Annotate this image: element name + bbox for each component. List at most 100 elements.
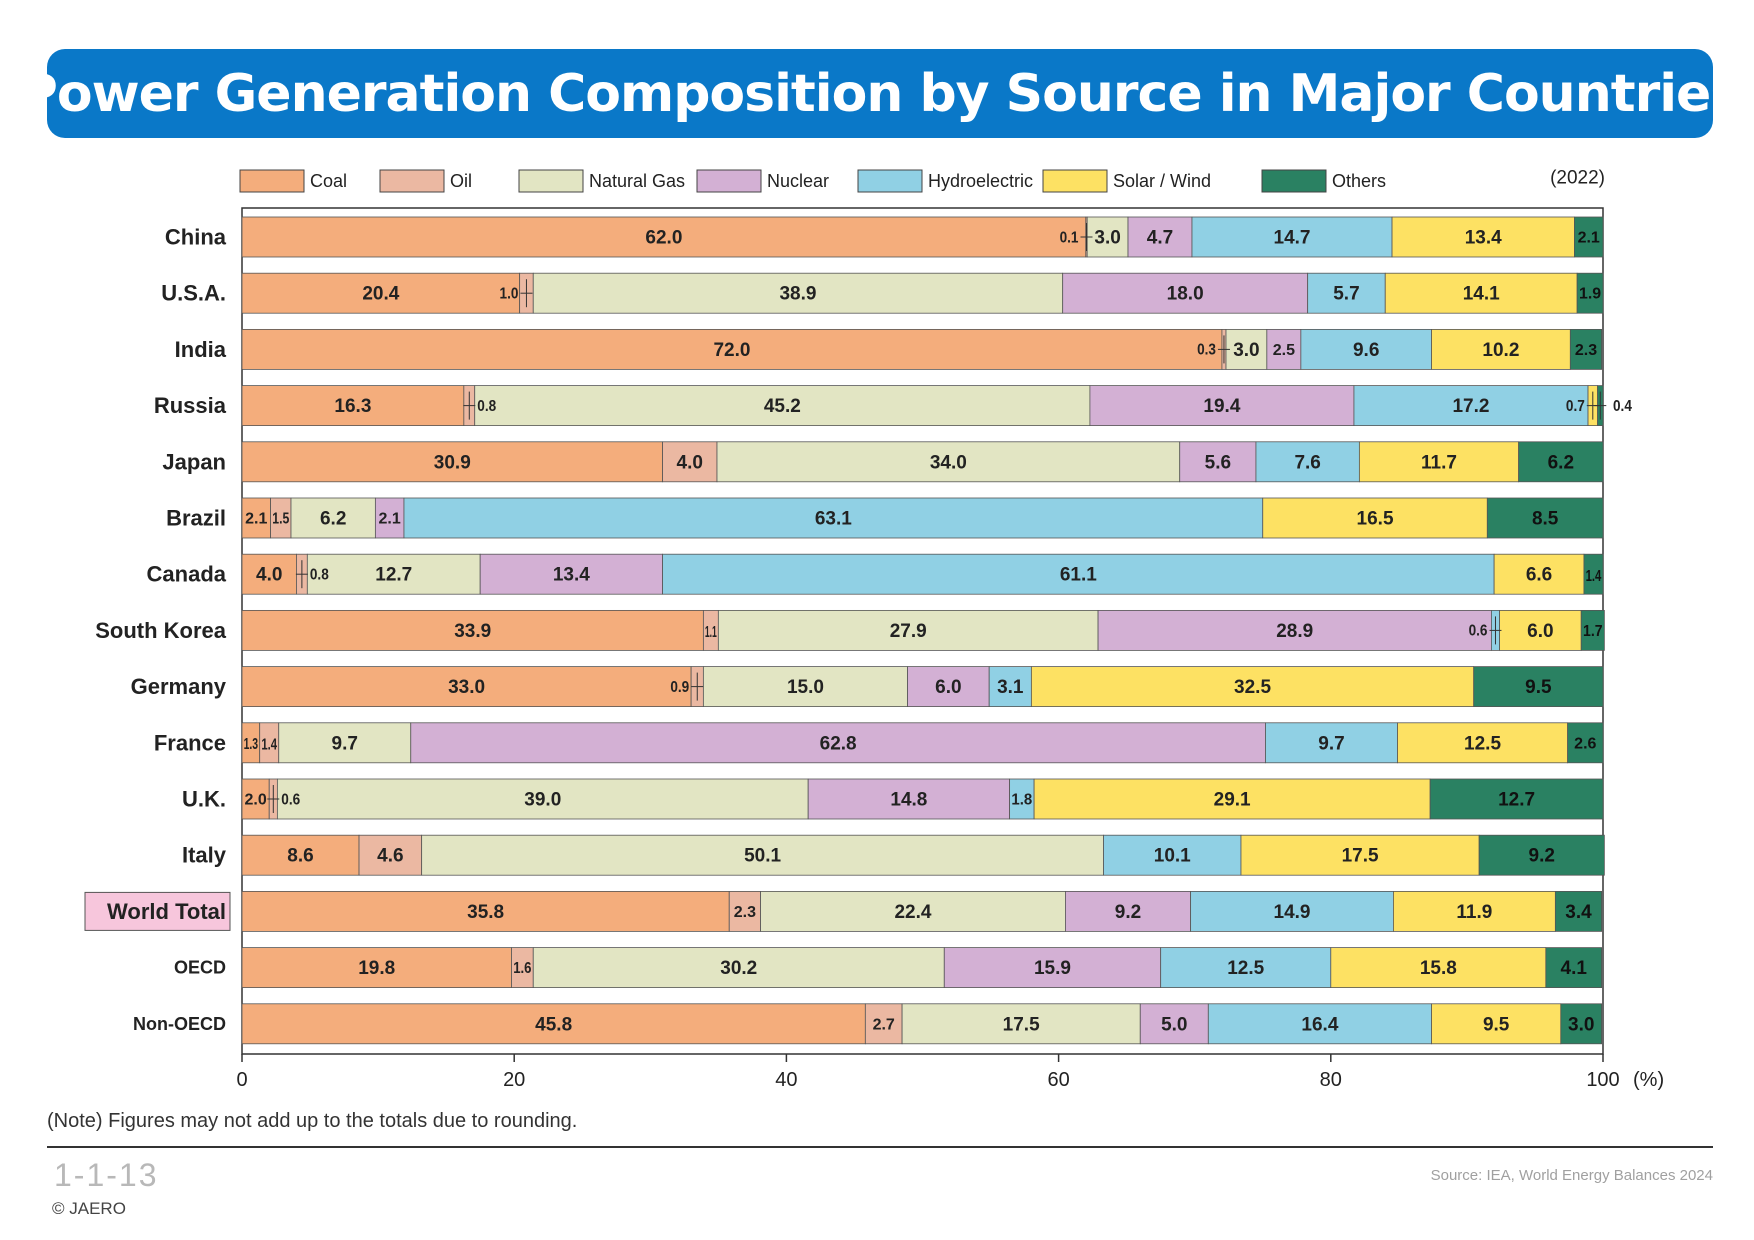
legend-label-6: Others bbox=[1332, 171, 1386, 191]
data-label-3-4: 17.2 bbox=[1452, 396, 1489, 417]
bar-segment-14-0 bbox=[241, 1003, 866, 1045]
bar-segment-2-0 bbox=[241, 328, 1223, 370]
bar-segment-10-6 bbox=[1429, 778, 1604, 820]
data-label-1-6: 1.9 bbox=[1579, 286, 1601, 303]
data-label-4-4: 7.6 bbox=[1294, 452, 1320, 473]
bar-segment-0-3 bbox=[1127, 216, 1193, 258]
bar-segment-9-4 bbox=[1265, 722, 1398, 764]
data-label-9-0: 1.3 bbox=[244, 735, 259, 753]
data-label-9-6: 2.6 bbox=[1574, 735, 1596, 752]
data-label-1-3: 18.0 bbox=[1167, 284, 1204, 305]
category-label-8: Germany bbox=[131, 674, 227, 699]
data-label-11-6: 9.2 bbox=[1529, 846, 1555, 867]
data-label-12-6: 3.4 bbox=[1565, 902, 1592, 923]
bar-segment-8-6 bbox=[1473, 666, 1604, 707]
data-label-0-6: 2.1 bbox=[1578, 230, 1600, 247]
data-label-13-4: 12.5 bbox=[1227, 958, 1264, 979]
bar-segment-5-6 bbox=[1486, 497, 1604, 539]
data-label-6-3: 13.4 bbox=[553, 565, 590, 586]
data-label-7-4: 0.6 bbox=[1469, 623, 1488, 640]
data-label-2-4: 9.6 bbox=[1353, 340, 1379, 361]
bar-segment-5-4 bbox=[403, 497, 1264, 539]
bar-segment-1-5 bbox=[1384, 272, 1578, 314]
bar-segment-11-6 bbox=[1478, 834, 1605, 876]
bar-segment-0-6 bbox=[1574, 216, 1604, 258]
data-label-6-4: 61.1 bbox=[1060, 565, 1097, 586]
bar-segment-11-5 bbox=[1240, 834, 1480, 876]
bar-segment-9-3 bbox=[410, 722, 1266, 764]
bar-segment-14-2 bbox=[901, 1003, 1141, 1045]
bar-segment-12-5 bbox=[1393, 891, 1556, 932]
data-label-0-2: 3.0 bbox=[1094, 228, 1120, 249]
bar-segment-8-5 bbox=[1030, 666, 1475, 707]
bar-segment-14-4 bbox=[1207, 1003, 1432, 1045]
title-banner: Power Generation Composition by Source i… bbox=[20, 49, 1741, 138]
bar-segment-11-0 bbox=[241, 834, 360, 876]
legend-swatch-6 bbox=[1261, 169, 1327, 193]
x-tick-label-5: 100 bbox=[1586, 1069, 1619, 1091]
bar-segment-2-4 bbox=[1300, 328, 1432, 370]
bar-segment-14-3 bbox=[1139, 1003, 1209, 1045]
data-label-14-6: 3.0 bbox=[1568, 1014, 1594, 1035]
bar-segment-10-5 bbox=[1033, 778, 1431, 820]
data-label-4-1: 4.0 bbox=[677, 452, 703, 473]
legend-swatch-2 bbox=[518, 169, 584, 193]
data-label-5-3: 2.1 bbox=[379, 511, 401, 528]
bar-segment-2-3 bbox=[1266, 328, 1302, 370]
data-label-12-2: 22.4 bbox=[894, 902, 931, 923]
category-label-4: Japan bbox=[162, 449, 226, 474]
bar-segment-13-2 bbox=[532, 947, 945, 988]
footer-divider bbox=[47, 1146, 1713, 1148]
legend-swatch-5 bbox=[1042, 169, 1108, 193]
bar-segment-1-2 bbox=[532, 272, 1064, 314]
bar-segment-4-2 bbox=[716, 441, 1181, 483]
data-label-2-2: 3.0 bbox=[1233, 340, 1259, 361]
bar-segment-7-3 bbox=[1097, 609, 1492, 651]
bar-segment-6-5 bbox=[1493, 553, 1585, 595]
data-label-8-4: 3.1 bbox=[997, 677, 1024, 698]
data-label-4-6: 6.2 bbox=[1548, 452, 1574, 473]
category-label-0: China bbox=[165, 225, 227, 250]
data-label-8-5: 32.5 bbox=[1234, 677, 1271, 698]
bar-segment-8-2 bbox=[702, 666, 908, 707]
bar-segment-11-4 bbox=[1103, 834, 1242, 876]
data-label-9-3: 62.8 bbox=[820, 733, 857, 754]
x-unit-label: (%) bbox=[1633, 1069, 1664, 1091]
data-label-3-6: 0.4 bbox=[1613, 398, 1633, 415]
legend-label-5: Solar / Wind bbox=[1113, 171, 1211, 191]
category-label-1: U.S.A. bbox=[161, 281, 226, 306]
category-label-3: Russia bbox=[154, 393, 227, 418]
data-label-10-6: 12.7 bbox=[1498, 790, 1535, 811]
data-label-4-0: 30.9 bbox=[434, 452, 471, 473]
data-label-7-5: 6.0 bbox=[1527, 621, 1553, 642]
bar-segment-7-0 bbox=[241, 609, 704, 651]
data-label-8-0: 33.0 bbox=[448, 677, 485, 698]
data-label-12-4: 14.9 bbox=[1274, 902, 1311, 923]
data-label-14-5: 9.5 bbox=[1483, 1014, 1510, 1035]
data-label-4-3: 5.6 bbox=[1205, 452, 1231, 473]
category-label-7: South Korea bbox=[95, 618, 227, 643]
bar-segment-14-6 bbox=[1560, 1003, 1603, 1045]
data-label-4-2: 34.0 bbox=[930, 452, 967, 473]
bar-segment-5-0 bbox=[241, 497, 271, 539]
category-label-10: U.K. bbox=[182, 787, 226, 812]
figure-code: 1-1-13 bbox=[54, 1157, 159, 1193]
bar-segment-0-2 bbox=[1086, 216, 1129, 258]
data-label-0-3: 4.7 bbox=[1147, 228, 1173, 249]
data-label-2-5: 10.2 bbox=[1482, 340, 1519, 361]
data-label-5-0: 2.1 bbox=[245, 511, 267, 528]
bar-segment-0-5 bbox=[1391, 216, 1575, 258]
bar-segment-14-5 bbox=[1431, 1003, 1562, 1045]
data-label-8-2: 15.0 bbox=[787, 677, 824, 698]
data-label-7-3: 28.9 bbox=[1276, 621, 1313, 642]
bar-segment-7-6 bbox=[1580, 609, 1605, 651]
bar-segment-9-5 bbox=[1397, 722, 1569, 764]
category-label-2: India bbox=[175, 337, 227, 362]
category-label-9: France bbox=[154, 730, 226, 755]
data-label-7-2: 27.9 bbox=[890, 621, 927, 642]
data-label-10-2: 39.0 bbox=[524, 790, 561, 811]
bar-segment-6-3 bbox=[479, 553, 663, 595]
data-label-1-4: 5.7 bbox=[1333, 284, 1359, 305]
bar-segment-8-0 bbox=[241, 666, 692, 707]
bar-segment-2-2 bbox=[1225, 328, 1268, 370]
